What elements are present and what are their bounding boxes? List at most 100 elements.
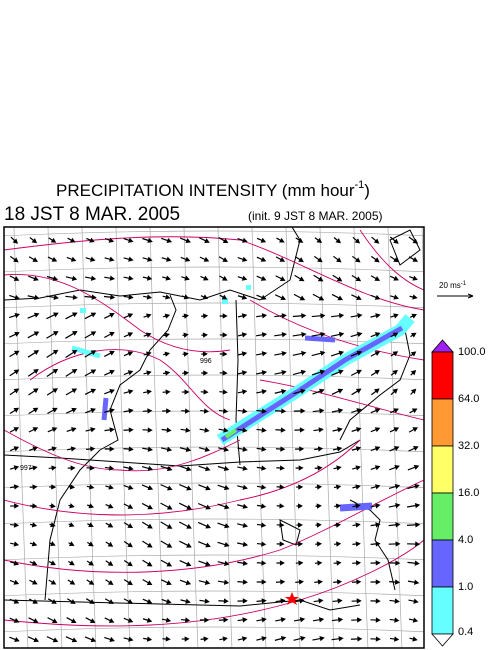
wind-arrow-head	[279, 503, 285, 509]
wind-arrow-head	[88, 503, 94, 509]
wind-arrow-head	[242, 560, 249, 566]
wind-arrow-head	[355, 560, 362, 566]
wind-arrow-head	[13, 522, 20, 528]
wind-arrow-head	[165, 617, 172, 623]
wind-arrow-head	[71, 349, 78, 355]
title-main: PRECIPITATION INTENSITY (mm hour	[56, 181, 355, 200]
wind-arrow-head	[337, 388, 344, 394]
wind-arrow-head	[91, 294, 97, 300]
wind-arrow-head	[393, 313, 399, 319]
wind-arrow-head	[165, 275, 172, 281]
wind-arrow-head	[281, 408, 287, 414]
wind-arrow-head	[52, 275, 59, 282]
wind-arrow-head	[413, 579, 420, 585]
wind-arrow-head	[108, 599, 114, 604]
wind-arrow-head	[319, 369, 326, 375]
wind-arrow-head	[72, 294, 78, 300]
wind-arrow-head	[90, 446, 96, 452]
wind-arrow-head	[90, 312, 97, 318]
wind-arrow-head	[184, 275, 190, 281]
wind-arrow-head	[316, 522, 322, 528]
wind-arrow-head	[393, 446, 400, 452]
wind-arrow-head	[223, 598, 229, 604]
wind-arrow-head	[70, 599, 76, 604]
wind-arrow-head	[13, 598, 20, 604]
wind-arrow-head	[261, 446, 267, 452]
wind-arrow-head	[393, 408, 399, 414]
parallel	[4, 302, 424, 309]
wind-arrow-head	[242, 541, 249, 547]
map-area	[4, 227, 424, 648]
wind-arrow-head	[298, 579, 304, 585]
wind-arrow-head	[203, 313, 209, 319]
wind-arrow-head	[13, 446, 20, 452]
wind-arrow-head	[71, 407, 77, 413]
wind-arrow-head	[202, 332, 208, 338]
wind-arrow-head	[52, 407, 58, 413]
wind-arrow-head	[146, 561, 153, 567]
wind-arrow-head	[14, 331, 20, 337]
wind-arrow-head	[357, 313, 363, 319]
wind-arrow-head	[50, 579, 57, 585]
wind-arrow-head	[90, 331, 97, 337]
wind-arrow-head	[32, 618, 39, 623]
wind-arrow-head	[279, 276, 286, 281]
meridian	[387, 227, 403, 648]
wind-arrow-head	[127, 389, 134, 395]
wind-arrow-head	[374, 465, 381, 471]
map-frame	[3, 226, 425, 649]
wind-arrow-head	[166, 408, 172, 414]
wind-arrow-head	[355, 465, 361, 471]
wind-arrow-head	[261, 465, 267, 471]
wind-arrow-head	[414, 502, 421, 509]
wind-arrow-head	[71, 637, 78, 643]
wind-arrow-head	[13, 617, 20, 623]
wind-arrow-head	[355, 541, 361, 547]
wind-arrow-head	[166, 598, 172, 604]
wind-arrow-head	[32, 579, 38, 585]
colorbar-bottom-triangle	[431, 633, 454, 647]
wind-arrow-head	[298, 465, 304, 471]
wind-arrow-head	[223, 427, 229, 433]
wind-arrow-head	[356, 350, 363, 356]
wind-arrow-head	[88, 541, 94, 547]
wind-arrow-head	[128, 275, 134, 281]
wind-arrow-head	[127, 580, 133, 586]
wind-arrow-head	[412, 238, 419, 244]
wind-arrow-head	[146, 313, 152, 319]
wind-arrow-head	[33, 388, 39, 394]
wind-arrow-head	[374, 276, 381, 281]
wind-arrow-head	[186, 542, 192, 548]
wind-arrow-head	[412, 257, 419, 262]
wind-arrow-head	[107, 503, 114, 509]
wind-arrow-head	[357, 636, 363, 642]
wind-arrow-head	[337, 598, 343, 604]
wind-arrow-head	[336, 579, 343, 585]
wind-arrow-head	[299, 446, 305, 452]
wind-arrow-head	[203, 636, 209, 642]
wind-arrow-head	[128, 294, 134, 300]
colorbar-segment	[431, 586, 454, 635]
wind-arrow-head	[356, 427, 362, 433]
wind-arrow-head	[70, 618, 77, 624]
wind-arrow-head	[415, 522, 421, 528]
wind-arrow-head	[109, 256, 115, 262]
wind-arrow-head	[222, 408, 229, 414]
wind-arrow-head	[51, 427, 58, 433]
wind-arrow-head	[261, 313, 268, 319]
wind-arrow-head	[395, 503, 401, 509]
wind-vectors	[8, 236, 421, 643]
parallel	[4, 446, 424, 453]
wind-arrow-head	[374, 332, 381, 338]
wind-arrow-head	[108, 465, 115, 471]
meridian	[285, 227, 301, 648]
wind-arrow-head	[241, 275, 248, 281]
wind-arrow-head	[300, 369, 307, 375]
wind-arrow-head	[34, 294, 40, 301]
title: PRECIPITATION INTENSITY (mm hour-1)	[56, 179, 370, 201]
parallel	[4, 626, 424, 633]
wind-arrow-head	[318, 598, 324, 604]
wind-arrow-head	[52, 331, 59, 336]
wind-arrow-head	[128, 408, 134, 414]
wind-arrow-head	[280, 635, 287, 642]
